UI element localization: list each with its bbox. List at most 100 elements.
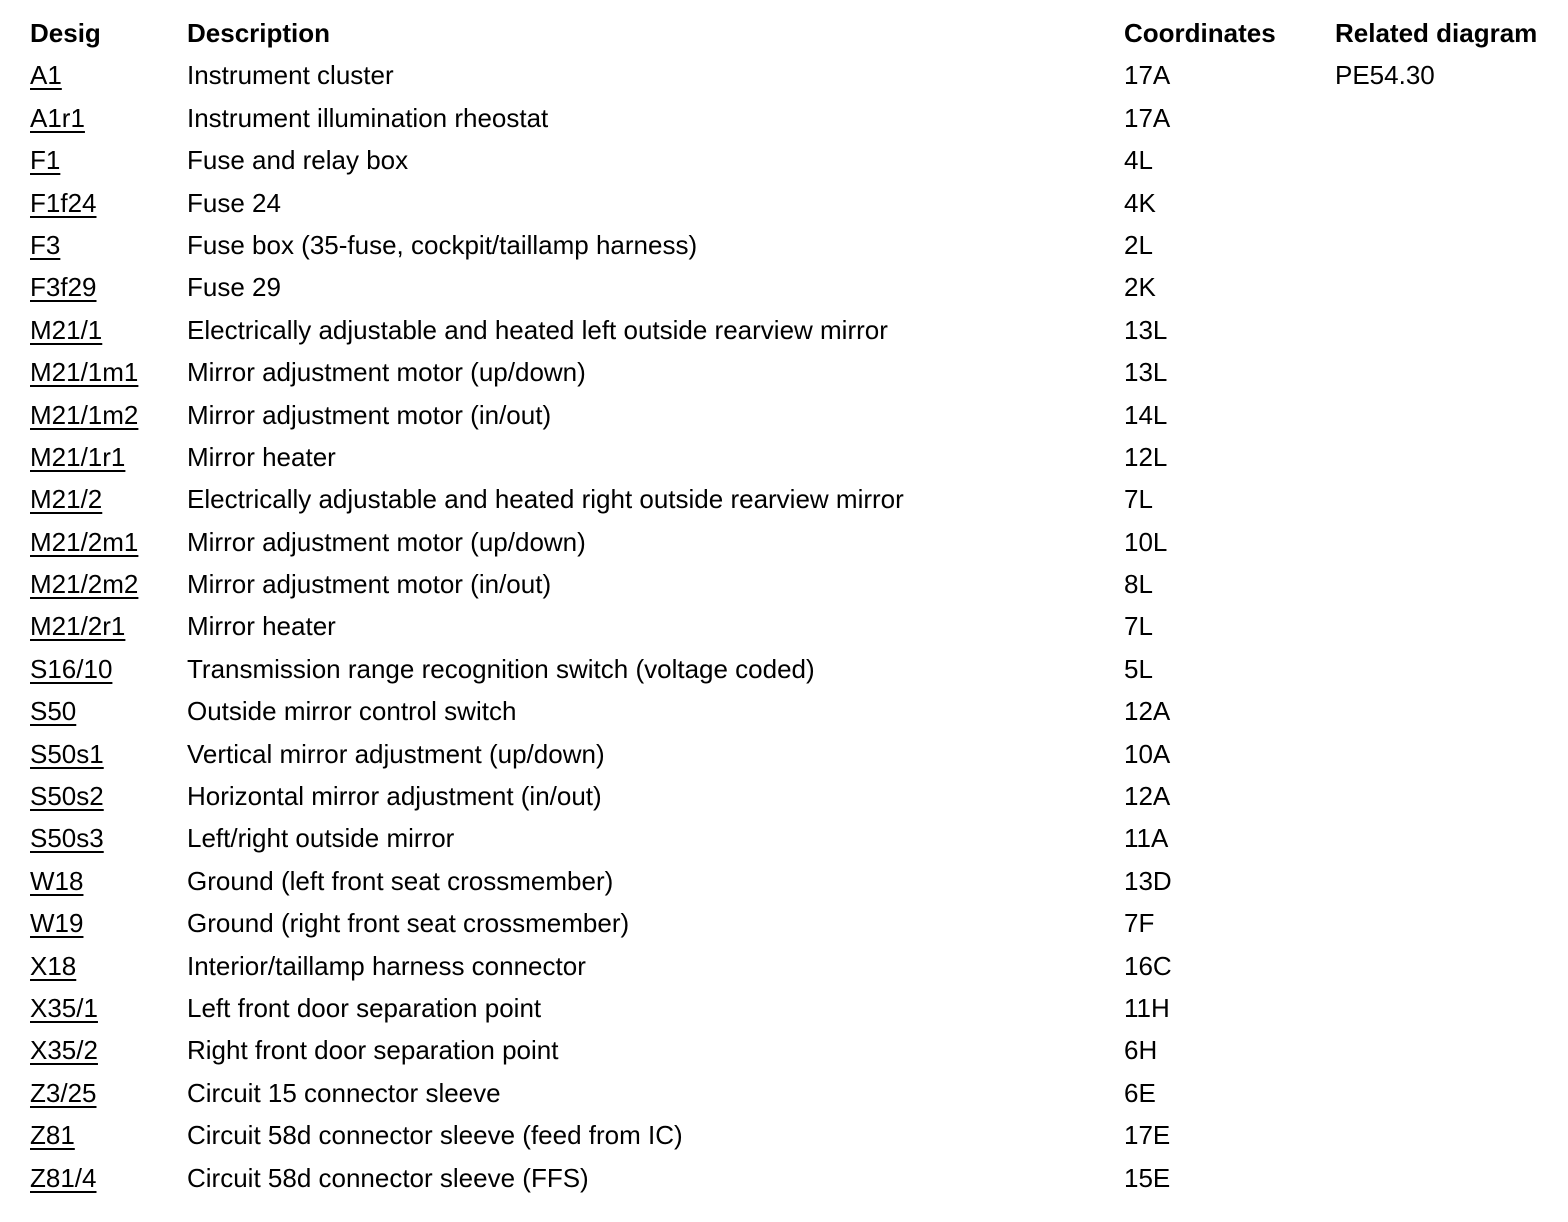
coordinates-text: 12A <box>1124 696 1171 727</box>
desig-link[interactable]: S50s1 <box>30 738 104 769</box>
desig-link[interactable]: X35/2 <box>30 1035 98 1066</box>
table-row: M21/1 Electrically adjustable and heated … <box>30 315 1558 357</box>
coordinates-text: 17E <box>1124 1120 1171 1151</box>
table-row: F3 Fuse box (35-fuse, cockpit/taillamp ha… <box>30 230 1558 272</box>
table-row: M21/1m1 Mirror adjustment motor (up/down)… <box>30 357 1558 399</box>
desig-link[interactable]: M21/1 <box>30 314 103 345</box>
desig-link[interactable]: S50s3 <box>30 823 104 854</box>
description-text: Ground (right front seat crossmember) <box>187 908 630 939</box>
coordinates-text: 8L <box>1124 569 1153 600</box>
description-text: Fuse 29 <box>187 272 281 303</box>
table-row: M21/2m1 Mirror adjustment motor (up/down)… <box>30 527 1558 569</box>
coordinates-text: 6H <box>1124 1035 1158 1066</box>
coordinates-text: 5L <box>1124 653 1153 684</box>
table-row: X35/2 Right front door separation point 6H <box>30 1035 1558 1077</box>
table-row: F3f29 Fuse 29 2K <box>30 272 1558 314</box>
column-header-related-diagram: Related diagram <box>1335 18 1538 48</box>
coordinates-text: 7L <box>1124 484 1153 515</box>
table-row: S50 Outside mirror control switch 12A <box>30 696 1558 738</box>
desig-link[interactable]: F3f29 <box>30 272 97 303</box>
coordinates-text: 11A <box>1124 823 1169 854</box>
desig-link[interactable]: X35/1 <box>30 992 98 1023</box>
description-text: Mirror heater <box>187 441 336 472</box>
description-text: Outside mirror control switch <box>187 696 517 727</box>
desig-link[interactable]: F1f24 <box>30 187 97 218</box>
description-text: Interior/taillamp harness connector <box>187 950 586 981</box>
table-body: A1 Instrument cluster 17A PE54.30 A1r1 Instru… <box>30 60 1558 1205</box>
description-text: Electrically adjustable and heated right… <box>187 484 904 515</box>
desig-link[interactable]: A1 <box>30 60 62 91</box>
description-text: Mirror adjustment motor (in/out) <box>187 399 552 430</box>
description-text: Circuit 58d connector sleeve (FFS) <box>187 1162 589 1193</box>
table-row: M21/2m2 Mirror adjustment motor (in/out) 8… <box>30 569 1558 611</box>
desig-link[interactable]: M21/1r1 <box>30 441 126 472</box>
coordinates-text: 4K <box>1124 187 1156 218</box>
table-row: S50s2 Horizontal mirror adjustment (in/ou… <box>30 781 1558 823</box>
description-text: Transmission range recognition switch (v… <box>187 653 815 684</box>
coordinates-text: 10A <box>1124 738 1171 769</box>
desig-link[interactable]: Z3/25 <box>30 1077 97 1108</box>
table-row: X35/1 Left front door separation point 11H <box>30 993 1558 1035</box>
desig-link[interactable]: S50s2 <box>30 781 104 812</box>
desig-link[interactable]: Z81 <box>30 1120 75 1151</box>
desig-link[interactable]: F3 <box>30 229 61 260</box>
coordinates-text: 7L <box>1124 611 1153 642</box>
column-header-coordinates: Coordinates <box>1124 18 1276 48</box>
description-text: Left/right outside mirror <box>187 823 455 854</box>
coordinates-text: 17A <box>1124 60 1171 91</box>
table-row: M21/2r1 Mirror heater 7L <box>30 611 1558 653</box>
table-row: W18 Ground (left front seat crossmember) 1… <box>30 866 1558 908</box>
description-text: Circuit 58d connector sleeve (feed from … <box>187 1120 683 1151</box>
table-row: S50s3 Left/right outside mirror 11A <box>30 823 1558 865</box>
coordinates-text: 7F <box>1124 908 1155 939</box>
description-text: Mirror adjustment motor (in/out) <box>187 569 552 600</box>
coordinates-text: 10L <box>1124 526 1168 557</box>
desig-link[interactable]: M21/2m1 <box>30 526 139 557</box>
description-text: Ground (left front seat crossmember) <box>187 865 614 896</box>
coordinates-text: 14L <box>1124 399 1168 430</box>
desig-link[interactable]: M21/1m2 <box>30 399 139 430</box>
coordinates-text: 2L <box>1124 229 1153 260</box>
coordinates-text: 16C <box>1124 950 1172 981</box>
desig-link[interactable]: A1r1 <box>30 102 85 133</box>
table-row: Z3/25 Circuit 15 connector sleeve 6E <box>30 1078 1558 1120</box>
coordinates-text: 6E <box>1124 1077 1156 1108</box>
desig-link[interactable]: W18 <box>30 865 84 896</box>
table-row: M21/2 Electrically adjustable and heated … <box>30 484 1558 526</box>
related-diagram-text: PE54.30 <box>1335 60 1435 91</box>
desig-link[interactable]: Z81/4 <box>30 1162 97 1193</box>
table-row: S50s1 Vertical mirror adjustment (up/down… <box>30 739 1558 781</box>
table-row: M21/1r1 Mirror heater 12L <box>30 442 1558 484</box>
description-text: Vertical mirror adjustment (up/down) <box>187 738 605 769</box>
desig-link[interactable]: M21/2 <box>30 484 103 515</box>
table-row: M21/1m2 Mirror adjustment motor (in/out) 1… <box>30 400 1558 442</box>
description-text: Instrument illumination rheostat <box>187 102 549 133</box>
desig-link[interactable]: X18 <box>30 950 77 981</box>
desig-link[interactable]: M21/1m1 <box>30 357 139 388</box>
desig-link[interactable]: S50 <box>30 696 77 727</box>
component-legend-table: Desig Description Coordinates Related di… <box>30 18 1558 1205</box>
desig-link[interactable]: M21/2r1 <box>30 611 126 642</box>
description-text: Mirror heater <box>187 611 336 642</box>
description-text: Instrument cluster <box>187 60 394 91</box>
coordinates-text: 17A <box>1124 102 1171 133</box>
table-row: Z81/4 Circuit 58d connector sleeve (FFS) 1… <box>30 1163 1558 1205</box>
coordinates-text: 12A <box>1124 781 1171 812</box>
table-row: A1 Instrument cluster 17A PE54.30 <box>30 60 1558 102</box>
coordinates-text: 11H <box>1124 992 1170 1023</box>
description-text: Left front door separation point <box>187 992 542 1023</box>
desig-link[interactable]: F1 <box>30 145 61 176</box>
desig-link[interactable]: M21/2m2 <box>30 569 139 600</box>
coordinates-text: 12L <box>1124 441 1168 472</box>
description-text: Horizontal mirror adjustment (in/out) <box>187 781 602 812</box>
table-row: W19 Ground (right front seat crossmember)… <box>30 908 1558 950</box>
description-text: Fuse box (35-fuse, cockpit/taillamp harn… <box>187 229 698 260</box>
desig-link[interactable]: W19 <box>30 908 84 939</box>
table-row: S16/10 Transmission range recognition swi… <box>30 654 1558 696</box>
desig-link[interactable]: S16/10 <box>30 653 113 684</box>
description-text: Circuit 15 connector sleeve <box>187 1077 501 1108</box>
description-text: Fuse 24 <box>187 187 281 218</box>
coordinates-text: 13D <box>1124 865 1172 896</box>
description-text: Electrically adjustable and heated left … <box>187 314 888 345</box>
